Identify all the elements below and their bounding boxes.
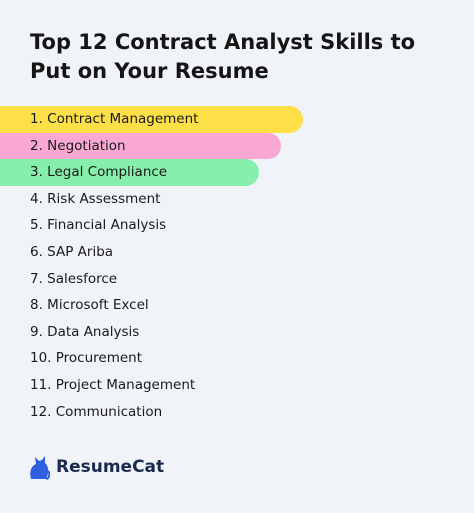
skill-item: 3. Legal Compliance [0, 159, 259, 186]
skill-item: 8. Microsoft Excel [30, 297, 149, 314]
brand-name: ResumeCat [56, 457, 165, 477]
skill-item: 4. Risk Assessment [30, 190, 161, 207]
skill-list: 1. Contract Management 2. Negotiation 3. L… [0, 106, 303, 425]
skill-item: 1. Contract Management [0, 106, 303, 133]
skill-item: 10. Procurement [30, 350, 143, 367]
skill-item: 5. Financial Analysis [30, 217, 167, 234]
brand: ResumeCat [28, 454, 164, 480]
skill-item: 6. SAP Ariba [30, 243, 114, 260]
title: Top 12 Contract Analyst Skills to Put on… [30, 30, 416, 83]
brand-logo [30, 456, 50, 480]
skill-item: 2. Negotiation [0, 132, 281, 160]
skill-item: 7. Salesforce [30, 270, 118, 287]
skill-item: 12. Communication [30, 403, 163, 420]
skill-item: 11. Project Management [30, 376, 196, 393]
skill-item: 9. Data Analysis [30, 323, 140, 340]
